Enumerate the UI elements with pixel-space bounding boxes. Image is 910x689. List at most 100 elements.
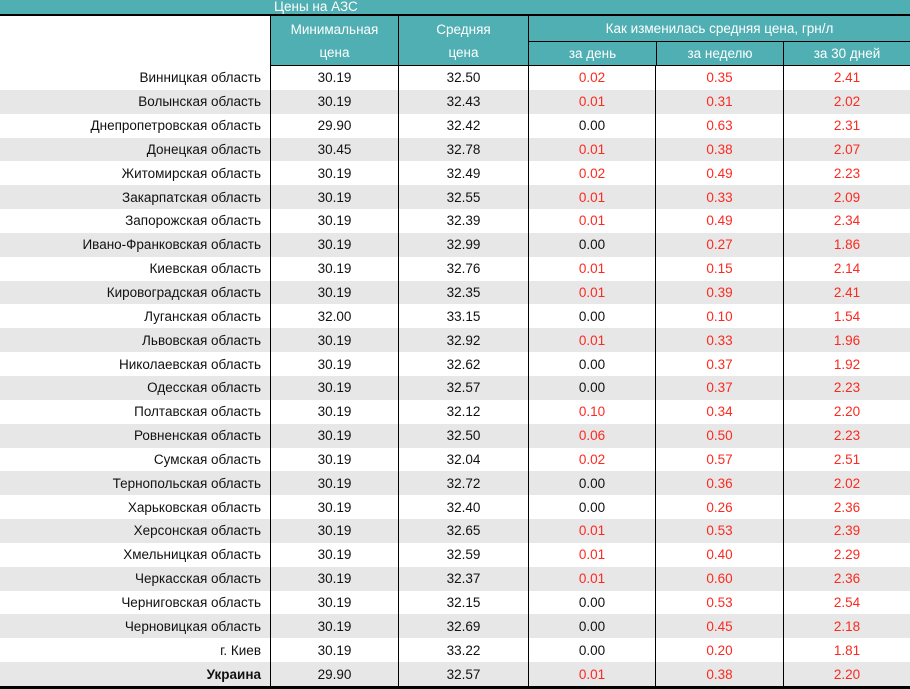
table-row: Житомирская область 30.19 32.49 0.02 0.4… [0, 161, 910, 186]
change-week-value: 0.38 [655, 662, 783, 686]
change-month-value: 2.41 [783, 66, 910, 90]
avg-price-value: 32.59 [398, 542, 528, 567]
change-week-value: 0.40 [655, 542, 783, 567]
table-row: Харьковская область 30.19 32.40 0.00 0.2… [0, 495, 910, 520]
change-month-value: 1.86 [783, 232, 910, 257]
table-row: Кировоградская область 30.19 32.35 0.01 … [0, 280, 910, 305]
change-month-value: 2.36 [783, 495, 910, 520]
change-day-value: 0.01 [528, 662, 655, 686]
table-row: Черновицкая область 30.19 32.69 0.00 0.4… [0, 614, 910, 639]
change-day-value: 0.01 [528, 89, 655, 114]
avg-price-value: 32.57 [398, 662, 528, 686]
change-week-value: 0.37 [655, 352, 783, 376]
change-month-value: 2.20 [783, 662, 910, 686]
avg-price-value: 32.04 [398, 447, 528, 472]
min-price-value: 30.45 [270, 137, 398, 162]
change-day-value: 0.00 [528, 590, 655, 615]
change-week-value: 0.57 [655, 447, 783, 472]
min-price-value: 30.19 [270, 185, 398, 210]
table-title-bar: Цены на АЗС [0, 0, 910, 14]
table-row: Винницкая область 30.19 32.50 0.02 0.35 … [0, 66, 910, 90]
table-row: Украина 29.90 32.57 0.01 0.38 2.20 [0, 662, 910, 686]
change-week-value: 0.37 [655, 375, 783, 400]
avg-price-value: 32.57 [398, 375, 528, 400]
change-week-value: 0.35 [655, 66, 783, 90]
table-row: Херсонская область 30.19 32.65 0.01 0.53… [0, 519, 910, 543]
region-name: Украина [206, 666, 261, 682]
avg-price-value: 32.69 [398, 614, 528, 639]
change-month-value: 2.18 [783, 614, 910, 639]
min-price-value: 30.19 [270, 542, 398, 567]
region-name: Черниговская область [121, 594, 261, 610]
min-price-value: 30.19 [270, 89, 398, 114]
avg-price-value: 32.15 [398, 590, 528, 615]
table-body: Винницкая область 30.19 32.50 0.02 0.35 … [0, 66, 910, 686]
change-month-value: 2.39 [783, 519, 910, 543]
avg-price-value: 32.35 [398, 280, 528, 305]
change-day-value: 0.01 [528, 209, 655, 233]
change-month-value: 2.29 [783, 542, 910, 567]
change-month-value: 1.96 [783, 328, 910, 353]
min-price-value: 30.19 [270, 590, 398, 615]
min-price-value: 30.19 [270, 423, 398, 448]
change-day-value: 0.02 [528, 161, 655, 186]
min-price-value: 30.19 [270, 519, 398, 543]
header-change-month: за 30 дней [783, 42, 910, 65]
region-name: Донецкая область [146, 141, 261, 157]
change-day-value: 0.00 [528, 614, 655, 639]
min-price-value: 30.19 [270, 280, 398, 305]
region-name: Луганская область [144, 308, 261, 324]
region-name: Винницкая область [139, 70, 262, 86]
change-week-value: 0.34 [655, 399, 783, 424]
table-row: Черкасская область 30.19 32.37 0.01 0.60… [0, 566, 910, 591]
region-name: Ивано-Франковская область [82, 237, 261, 253]
table-row: Волынская область 30.19 32.43 0.01 0.31 … [0, 89, 910, 114]
title-divider [0, 14, 910, 16]
table-row: Киевская область 30.19 32.76 0.01 0.15 2… [0, 256, 910, 281]
table-row: Одесская область 30.19 32.57 0.00 0.37 2… [0, 375, 910, 400]
change-week-value: 0.49 [655, 209, 783, 233]
region-name: г. Киев [220, 642, 261, 658]
change-week-value: 0.33 [655, 328, 783, 353]
change-day-value: 0.00 [528, 352, 655, 376]
change-week-value: 0.60 [655, 566, 783, 591]
header-change-subrow: за день за неделю за 30 дней [529, 41, 910, 65]
change-week-value: 0.63 [655, 113, 783, 138]
avg-price-value: 32.92 [398, 328, 528, 353]
change-week-value: 0.10 [655, 304, 783, 329]
change-month-value: 2.36 [783, 566, 910, 591]
table-row: Луганская область 32.00 33.15 0.00 0.10 … [0, 304, 910, 329]
change-month-value: 2.09 [783, 185, 910, 210]
table-row: Днепропетровская область 29.90 32.42 0.0… [0, 113, 910, 138]
change-week-value: 0.38 [655, 137, 783, 162]
change-day-value: 0.01 [528, 566, 655, 591]
avg-price-value: 32.76 [398, 256, 528, 281]
change-month-value: 2.23 [783, 161, 910, 186]
table-row: Львовская область 30.19 32.92 0.01 0.33 … [0, 328, 910, 353]
min-price-value: 30.19 [270, 375, 398, 400]
change-day-value: 0.02 [528, 66, 655, 90]
region-name: Сумская область [153, 451, 261, 467]
region-name: Черкасская область [135, 571, 261, 587]
table-row: Черниговская область 30.19 32.15 0.00 0.… [0, 590, 910, 615]
change-month-value: 2.02 [783, 471, 910, 496]
min-price-value: 30.19 [270, 161, 398, 186]
change-day-value: 0.00 [528, 375, 655, 400]
min-price-value: 32.00 [270, 304, 398, 329]
change-month-value: 2.41 [783, 280, 910, 305]
change-month-value: 1.54 [783, 304, 910, 329]
avg-price-value: 32.49 [398, 161, 528, 186]
avg-price-value: 32.37 [398, 566, 528, 591]
min-price-value: 30.19 [270, 447, 398, 472]
change-month-value: 2.02 [783, 89, 910, 114]
min-price-value: 30.19 [270, 352, 398, 376]
change-month-value: 2.14 [783, 256, 910, 281]
change-day-value: 0.01 [528, 542, 655, 567]
change-week-value: 0.26 [655, 495, 783, 520]
min-price-value: 30.19 [270, 399, 398, 424]
region-name: Закарпатская область [122, 189, 261, 205]
header-min-price: Минимальная цена [270, 16, 398, 66]
min-price-value: 30.19 [270, 256, 398, 281]
region-name: Одесская область [147, 380, 261, 396]
table-row: Тернопольская область 30.19 32.72 0.00 0… [0, 471, 910, 496]
